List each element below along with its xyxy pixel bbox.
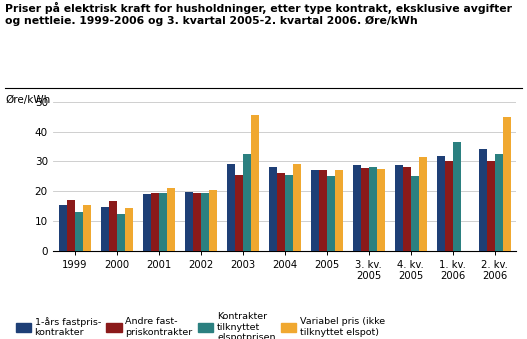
Bar (277, 173, 285, 251)
Bar (479, 148, 486, 251)
Bar (83, 205, 91, 251)
Bar (418, 157, 426, 251)
Bar (116, 214, 124, 251)
Bar (235, 175, 242, 251)
Bar (368, 167, 377, 251)
Legend: 1-års fastpris-
kontrakter, Andre fast-
priskontrakter, Kontrakter
tilknyttet
el: 1-års fastpris- kontrakter, Andre fast- … (16, 312, 385, 339)
Bar (159, 193, 167, 251)
Bar (201, 193, 209, 251)
Bar (184, 192, 192, 251)
Bar (335, 170, 343, 251)
Bar (403, 167, 411, 251)
Bar (151, 193, 159, 251)
Bar (495, 154, 503, 251)
Bar (167, 188, 174, 251)
Bar (58, 205, 66, 251)
Bar (192, 193, 201, 251)
Bar (250, 115, 259, 251)
Bar (503, 117, 511, 251)
Bar (310, 170, 319, 251)
Bar (74, 212, 83, 251)
Bar (66, 200, 74, 251)
Bar (437, 156, 445, 251)
Bar (453, 142, 461, 251)
Bar (285, 175, 292, 251)
Text: Øre/kWh: Øre/kWh (5, 95, 51, 105)
Bar (353, 165, 360, 251)
Bar (143, 194, 151, 251)
Bar (411, 176, 418, 251)
Bar (327, 176, 335, 251)
Bar (445, 161, 453, 251)
Bar (360, 168, 368, 251)
Bar (227, 164, 235, 251)
Bar (101, 207, 109, 251)
Bar (377, 169, 385, 251)
Bar (319, 170, 327, 251)
Text: Priser på elektrisk kraft for husholdninger, etter type kontrakt, eksklusive avg: Priser på elektrisk kraft for husholdnin… (5, 2, 512, 26)
Bar (269, 167, 277, 251)
Bar (109, 201, 116, 251)
Bar (292, 164, 300, 251)
Bar (486, 161, 495, 251)
Bar (124, 207, 132, 251)
Bar (242, 154, 250, 251)
Bar (209, 190, 217, 251)
Bar (395, 165, 403, 251)
